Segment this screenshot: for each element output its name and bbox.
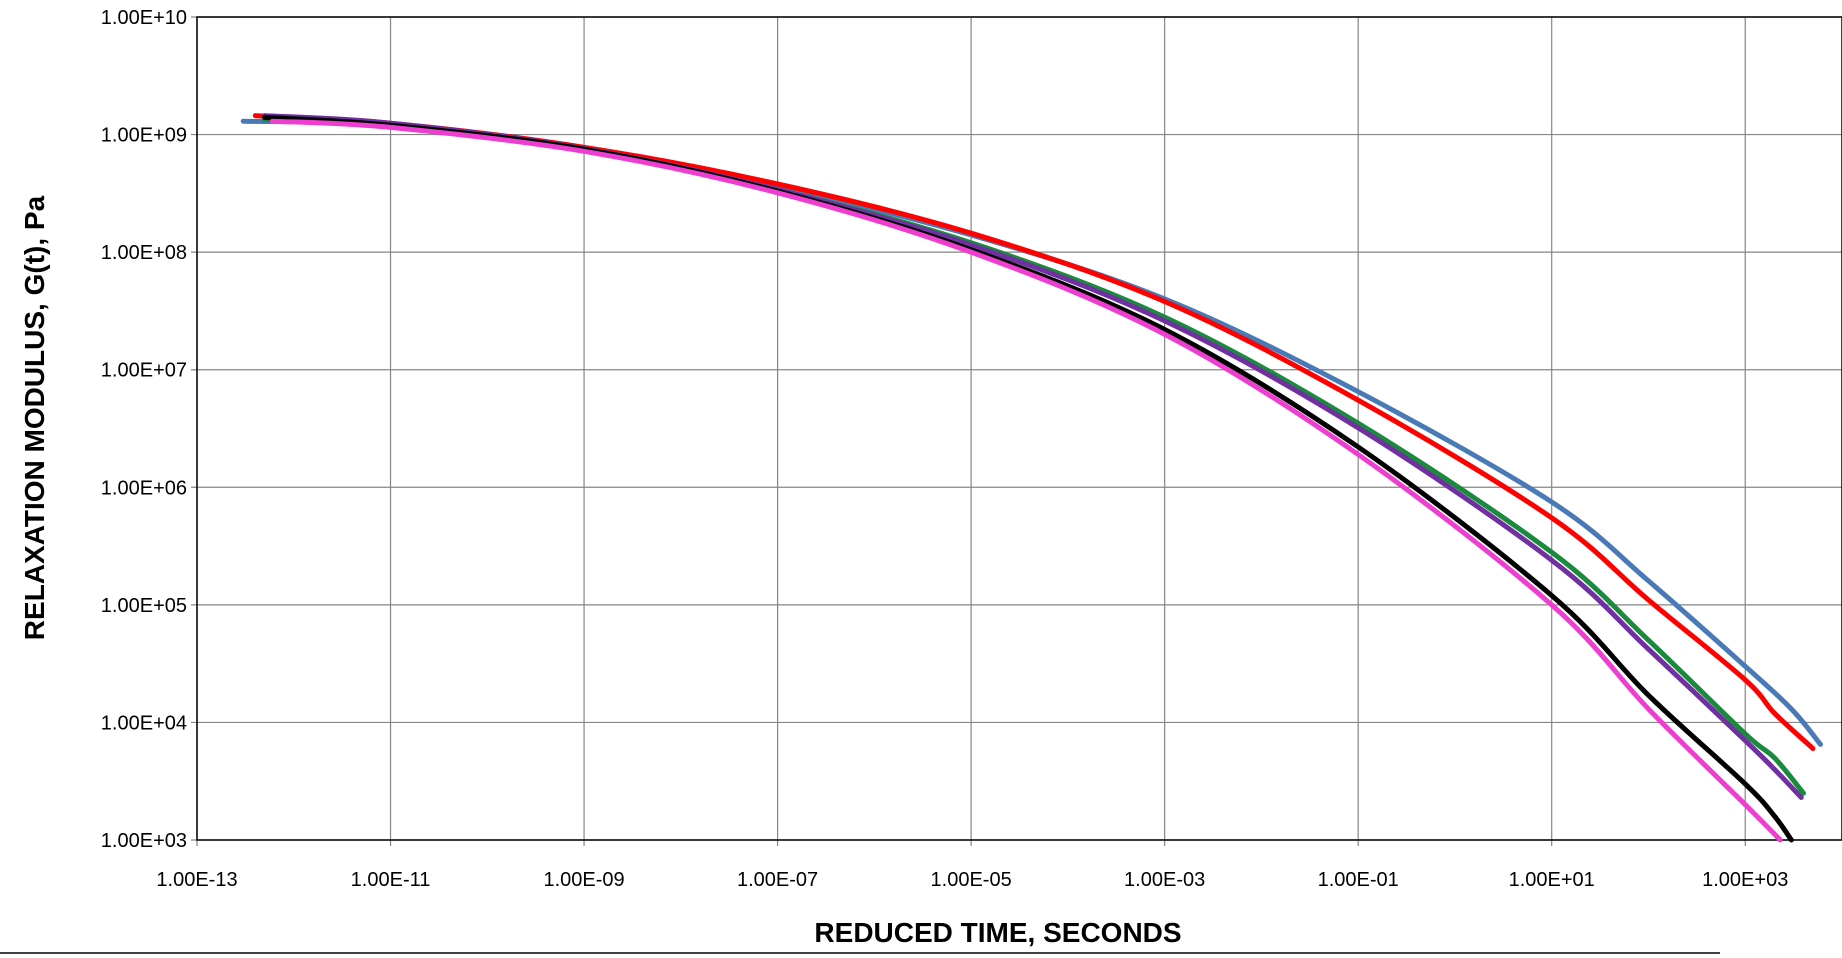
x-tick-label: 1.00E-05: [931, 869, 1012, 891]
y-tick-label: 1.00E+10: [101, 7, 187, 29]
series-line-2: [252, 113, 1816, 751]
series-line-1: [240, 118, 1823, 747]
x-tick-label: 1.00E+03: [1702, 869, 1788, 891]
y-tick-label: 1.00E+09: [101, 125, 187, 147]
y-tick-label: 1.00E+07: [101, 360, 187, 382]
plot-frame: [196, 16, 1842, 841]
y-tick-label: 1.00E+05: [101, 595, 187, 617]
series-line-3: [262, 116, 1806, 796]
series-line-5: [262, 114, 1794, 843]
series-line-4: [262, 113, 1804, 800]
y-axis-title: RELAXATION MODULUS, G(t), Pa: [19, 195, 50, 640]
x-tick-label: 1.00E-09: [543, 869, 624, 891]
y-tick-label: 1.00E+03: [101, 830, 187, 852]
y-tick-label: 1.00E+04: [101, 712, 187, 734]
x-tick-label: 1.00E-01: [1318, 869, 1399, 891]
tick-labels: 1.00E-13 1.00E-11 1.00E-09 1.00E-07 1.00E-05…: [101, 7, 1789, 891]
grid-layer: [191, 16, 1842, 846]
x-axis-title: REDUCED TIME, SECONDS: [814, 917, 1181, 948]
x-tick-label: 1.00E+01: [1509, 869, 1595, 891]
y-tick-label: 1.00E+08: [101, 242, 187, 264]
x-tick-label: 1.00E-13: [156, 869, 237, 891]
y-tick-label: 1.00E+06: [101, 477, 187, 499]
series-line-6: [269, 118, 1783, 843]
series-layer: [240, 113, 1823, 843]
x-tick-label: 1.00E-03: [1124, 869, 1205, 891]
x-tick-label: 1.00E-11: [351, 869, 431, 891]
x-tick-label: 1.00E-07: [737, 869, 818, 891]
